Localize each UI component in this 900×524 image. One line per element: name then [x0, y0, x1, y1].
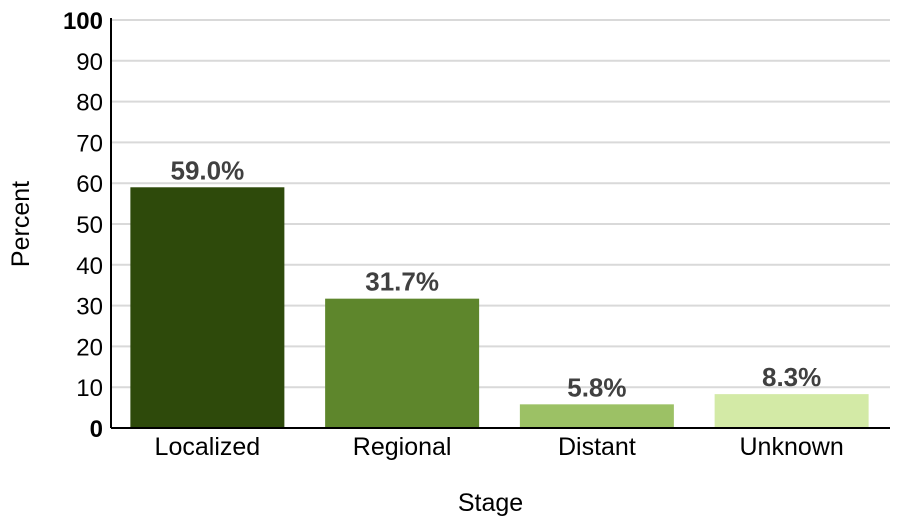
y-tick-label: 60 [76, 171, 103, 198]
y-tick-label: 70 [76, 130, 103, 157]
y-tick-labels: 0 10 20 30 40 50 60 70 80 90 100 [63, 8, 103, 443]
data-label: 31.7% [365, 267, 439, 297]
y-tick-label: 80 [76, 90, 103, 117]
y-tick-label: 90 [76, 49, 103, 76]
bar-distant [519, 404, 674, 428]
y-tick-label: 20 [76, 334, 103, 361]
y-axis-title: Percent [7, 181, 35, 267]
data-label: 8.3% [762, 362, 821, 392]
y-tick-label: 10 [76, 375, 103, 402]
data-label: 5.8% [567, 372, 626, 402]
y-tick-label: 40 [76, 253, 103, 280]
x-tick-label: Distant [558, 433, 636, 461]
data-label: 59.0% [171, 155, 245, 185]
y-tick-label: 30 [76, 294, 103, 321]
x-axis-title: Stage [458, 489, 523, 517]
data-labels: 59.0% 31.7% 5.8% 8.3% [171, 155, 822, 402]
bar-localized [130, 187, 285, 428]
x-tick-label: Localized [155, 433, 261, 461]
x-tick-label: Regional [353, 433, 452, 461]
y-tick-label: 50 [76, 212, 103, 239]
bar-unknown [714, 394, 869, 428]
bars [130, 187, 869, 428]
y-tick-label: 0 [90, 416, 103, 443]
bar-regional [325, 298, 480, 428]
x-tick-label: Unknown [740, 433, 844, 461]
category-labels: Localized Regional Distant Unknown [155, 433, 844, 461]
y-tick-label: 100 [63, 8, 103, 35]
